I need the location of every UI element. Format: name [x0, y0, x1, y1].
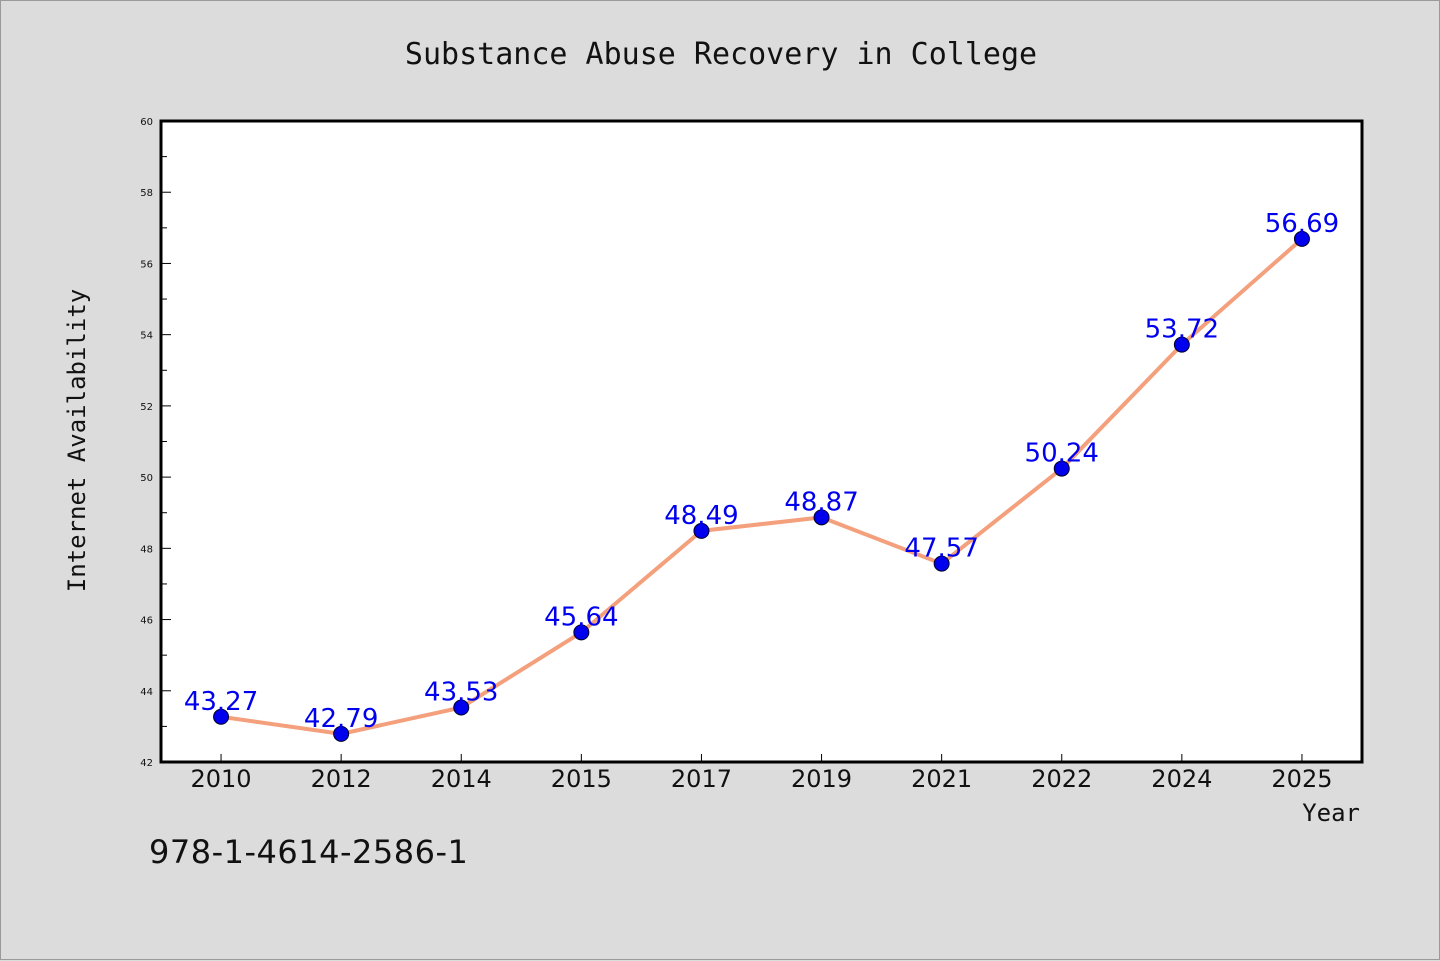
x-tick-label: 2014 [431, 765, 492, 793]
y-tick-label: 58 [140, 188, 153, 199]
y-tick-label: 50 [140, 473, 153, 484]
data-point [1053, 460, 1070, 477]
data-label: 50.24 [1025, 439, 1099, 469]
x-tick-label: 2012 [311, 765, 372, 793]
y-tick-label: 60 [140, 117, 153, 128]
data-label: 47.57 [904, 534, 978, 564]
x-tick-label: 2019 [791, 765, 852, 793]
isbn-annotation: 978-1-4614-2586-1 [149, 833, 469, 871]
data-label: 56.69 [1265, 209, 1339, 239]
y-tick-label: 42 [140, 758, 153, 769]
y-axis-label: Internet Availability [63, 289, 91, 592]
data-point [813, 509, 830, 526]
data-point [693, 522, 710, 539]
data-label: 53.72 [1145, 315, 1219, 345]
y-tick-label: 46 [140, 616, 153, 627]
x-axis-label: Year [1302, 799, 1360, 827]
x-tick-label: 2017 [671, 765, 732, 793]
x-tick-label: 2022 [1031, 765, 1092, 793]
data-label: 43.27 [184, 687, 258, 717]
data-label: 48.49 [664, 501, 738, 531]
x-tick-label: 2010 [191, 765, 252, 793]
data-point [1173, 336, 1190, 353]
y-tick-label: 44 [140, 687, 153, 698]
data-label: 48.87 [784, 487, 858, 517]
x-tick-label: 2025 [1271, 765, 1332, 793]
data-point [213, 708, 230, 725]
y-axis-ticks: 42 44 46 48 50 52 54 56 58 60 [140, 117, 171, 769]
data-labels: 43.27 42.79 43.53 45.64 48.49 48.87 47.57 50.24… [184, 209, 1339, 734]
plot-area [159, 119, 1364, 764]
data-markers [213, 230, 1310, 742]
y-tick-label: 48 [140, 544, 153, 555]
data-point [1293, 230, 1310, 247]
x-axis-ticks: 2010 2012 2014 2015 2017 2019 2021 2022 2024 2025 [191, 754, 1332, 793]
data-point [333, 725, 350, 742]
data-point [453, 699, 470, 716]
series-line [220, 237, 1304, 736]
data-label: 43.53 [424, 678, 498, 708]
y-tick-label: 54 [140, 331, 153, 342]
y-tick-label: 56 [140, 259, 153, 270]
data-point [573, 624, 590, 641]
x-tick-label: 2015 [551, 765, 612, 793]
data-label: 42.79 [304, 704, 378, 734]
data-label: 45.64 [544, 602, 618, 632]
x-tick-label: 2021 [911, 765, 972, 793]
x-tick-label: 2024 [1151, 765, 1212, 793]
chart-title: Substance Abuse Recovery in College [405, 37, 1037, 72]
data-point [933, 555, 950, 572]
y-tick-label: 52 [140, 402, 153, 413]
